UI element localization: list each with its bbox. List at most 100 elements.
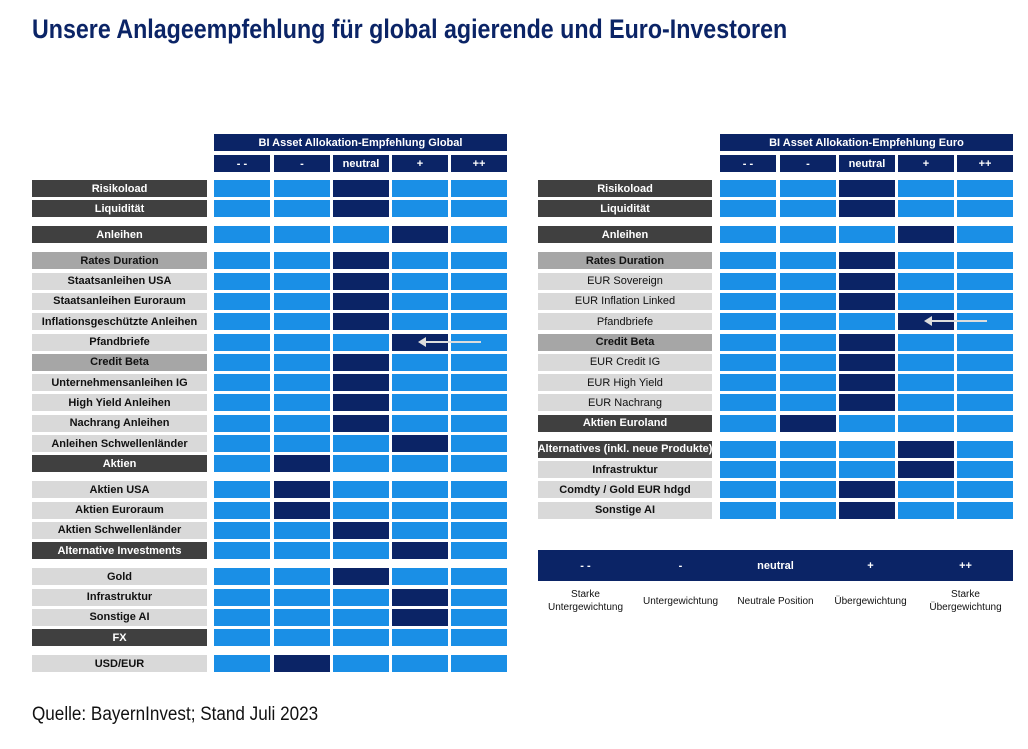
rating-cell xyxy=(214,588,270,606)
rating-cell xyxy=(451,313,507,331)
rating-cell xyxy=(451,292,507,310)
rating-cell xyxy=(214,292,270,310)
rating-cell xyxy=(780,226,836,244)
rating-cell xyxy=(898,333,954,351)
rating-cell xyxy=(274,180,330,197)
rating-cell xyxy=(957,440,1013,458)
rating-cell xyxy=(898,353,954,371)
rating-cell xyxy=(720,226,776,244)
selected-cell xyxy=(839,272,895,290)
selected-cell xyxy=(392,435,448,452)
rating-cell xyxy=(898,481,954,499)
column-header: - - xyxy=(720,155,776,172)
rating-cell xyxy=(720,252,776,270)
rating-cell xyxy=(451,481,507,499)
row-label: High Yield Anleihen xyxy=(32,394,207,412)
rating-cell xyxy=(392,394,448,412)
rating-cell xyxy=(451,655,507,673)
row-label: Nachrang Anleihen xyxy=(32,414,207,432)
rating-cell xyxy=(333,588,389,606)
selected-cell xyxy=(839,501,895,519)
rating-cell xyxy=(274,542,330,560)
rating-cell xyxy=(720,414,776,432)
rating-cell xyxy=(333,655,389,673)
rating-cell xyxy=(214,333,270,351)
row-label: Alternatives (inkl. neue Produkte) xyxy=(538,440,712,458)
row-label: Risikoload xyxy=(538,180,712,197)
rating-cell xyxy=(451,180,507,197)
rating-cell xyxy=(392,481,448,499)
selected-cell xyxy=(333,521,389,539)
rating-cell xyxy=(720,440,776,458)
rating-cell xyxy=(720,501,776,519)
selected-cell xyxy=(333,414,389,432)
rating-cell xyxy=(214,353,270,371)
row-label: Staatsanleihen Euroraum xyxy=(32,292,207,310)
rating-cell xyxy=(720,313,776,331)
row-label: Credit Beta xyxy=(32,353,207,371)
selected-cell xyxy=(333,292,389,310)
selected-cell xyxy=(333,313,389,331)
rating-cell xyxy=(333,608,389,626)
rating-cell xyxy=(392,521,448,539)
rating-cell xyxy=(957,461,1013,478)
legend-description: Starke Untergewichtung xyxy=(547,589,624,613)
rating-cell xyxy=(780,481,836,499)
selected-cell xyxy=(898,440,954,458)
rating-cell xyxy=(780,272,836,290)
rating-cell xyxy=(214,414,270,432)
legend-description: Übergewichtung xyxy=(834,595,907,607)
rating-cell xyxy=(898,180,954,197)
rating-cell xyxy=(214,629,270,647)
row-label: Sonstige AI xyxy=(538,501,712,519)
row-label: Rates Duration xyxy=(32,252,207,270)
row-label: Aktien Schwellenländer xyxy=(32,521,207,539)
rating-cell xyxy=(392,501,448,519)
rating-cell xyxy=(780,440,836,458)
rating-cell xyxy=(898,374,954,392)
rating-cell xyxy=(957,200,1013,218)
row-label: Liquidität xyxy=(538,200,712,218)
legend-description: Neutrale Position xyxy=(737,595,814,607)
rating-cell xyxy=(214,272,270,290)
rating-cell xyxy=(720,374,776,392)
rating-cell xyxy=(898,414,954,432)
rating-cell xyxy=(451,414,507,432)
rating-cell xyxy=(333,542,389,560)
column-header: ++ xyxy=(451,155,507,172)
rating-cell xyxy=(451,226,507,244)
rating-cell xyxy=(839,226,895,244)
rating-cell xyxy=(333,481,389,499)
rating-cell xyxy=(451,252,507,270)
rating-cell xyxy=(274,568,330,586)
column-header: neutral xyxy=(839,155,895,172)
rating-cell xyxy=(780,180,836,197)
rating-cell xyxy=(780,252,836,270)
rating-cell xyxy=(214,313,270,331)
legend-bar: - - - neutral + ++ xyxy=(538,550,1013,581)
row-label: EUR Credit IG xyxy=(538,353,712,371)
selected-cell xyxy=(333,272,389,290)
rating-cell xyxy=(780,353,836,371)
rating-cell xyxy=(274,629,330,647)
row-label: Unternehmensanleihen IG xyxy=(32,374,207,392)
rating-cell xyxy=(392,353,448,371)
rating-cell xyxy=(274,272,330,290)
rating-cell xyxy=(957,333,1013,351)
selected-cell xyxy=(333,180,389,197)
table-header-0: BI Asset Allokation-Empfehlung Global xyxy=(214,134,507,151)
row-label: Infrastruktur xyxy=(538,461,712,478)
rating-cell xyxy=(274,414,330,432)
selected-cell xyxy=(333,252,389,270)
selected-cell xyxy=(333,353,389,371)
rating-cell xyxy=(451,501,507,519)
rating-cell xyxy=(839,414,895,432)
row-label: Pfandbriefe xyxy=(538,313,712,331)
row-label: Credit Beta xyxy=(538,333,712,351)
row-label: Anleihen Schwellenländer xyxy=(32,435,207,452)
rating-cell xyxy=(780,292,836,310)
column-header: - - xyxy=(214,155,270,172)
rating-cell xyxy=(274,200,330,218)
row-label: Alternative Investments xyxy=(32,542,207,560)
legend-description: Untergewichtung xyxy=(642,595,719,607)
